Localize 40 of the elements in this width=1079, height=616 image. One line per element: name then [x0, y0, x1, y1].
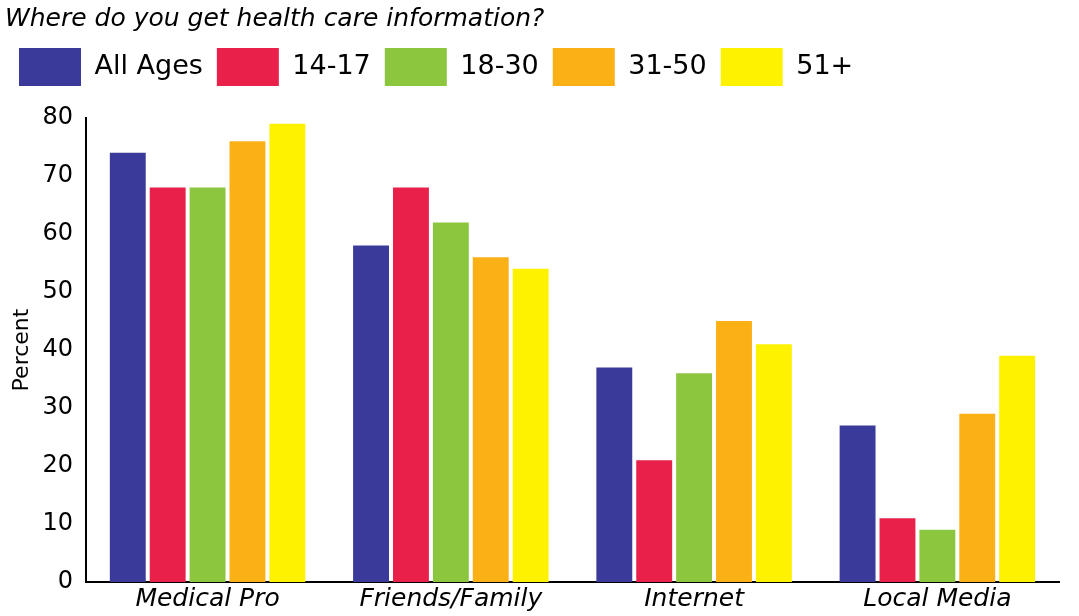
legend-label: 31-50: [628, 49, 707, 81]
y-tick-label: 20: [42, 450, 73, 479]
bar: [189, 187, 226, 582]
bar: [755, 344, 792, 582]
bar: [229, 141, 266, 582]
x-tick-label: Local Media: [863, 582, 1012, 612]
bar: [919, 529, 956, 582]
bar: [959, 413, 996, 582]
y-tick-label: 80: [42, 102, 73, 131]
bar: [472, 257, 509, 582]
bar: [512, 268, 549, 582]
bar: [432, 222, 469, 582]
bar: [839, 425, 876, 582]
y-tick-label: 30: [42, 392, 73, 421]
x-tick-label: Friends/Family: [359, 582, 544, 612]
legend-label: 51+: [796, 49, 854, 81]
y-tick-label: 70: [42, 160, 73, 189]
legend-label: All Ages: [94, 49, 203, 81]
y-tick-label: 10: [42, 508, 73, 537]
bar: [392, 187, 429, 582]
y-tick-label: 40: [42, 334, 73, 363]
legend-label: 18-30: [460, 49, 539, 81]
bar: [716, 321, 752, 582]
bar: [596, 367, 633, 582]
bar: [636, 460, 673, 582]
x-tick-label: Internet: [644, 582, 746, 612]
y-tick-label: 60: [42, 218, 73, 247]
y-tick-label: 50: [42, 276, 73, 305]
bar: [879, 518, 916, 582]
bar: [269, 123, 306, 582]
legend-label: 14-17: [292, 49, 371, 81]
x-tick-label: Medical Pro: [135, 582, 280, 612]
y-tick-label: 0: [57, 566, 73, 595]
bar: [109, 152, 146, 582]
bar: [149, 187, 186, 582]
chart-title: Where do you get health care information?: [5, 2, 545, 32]
bar: [676, 373, 713, 582]
y-axis-title: Percent: [7, 308, 33, 392]
bar: [999, 355, 1036, 582]
bar: [353, 245, 389, 582]
